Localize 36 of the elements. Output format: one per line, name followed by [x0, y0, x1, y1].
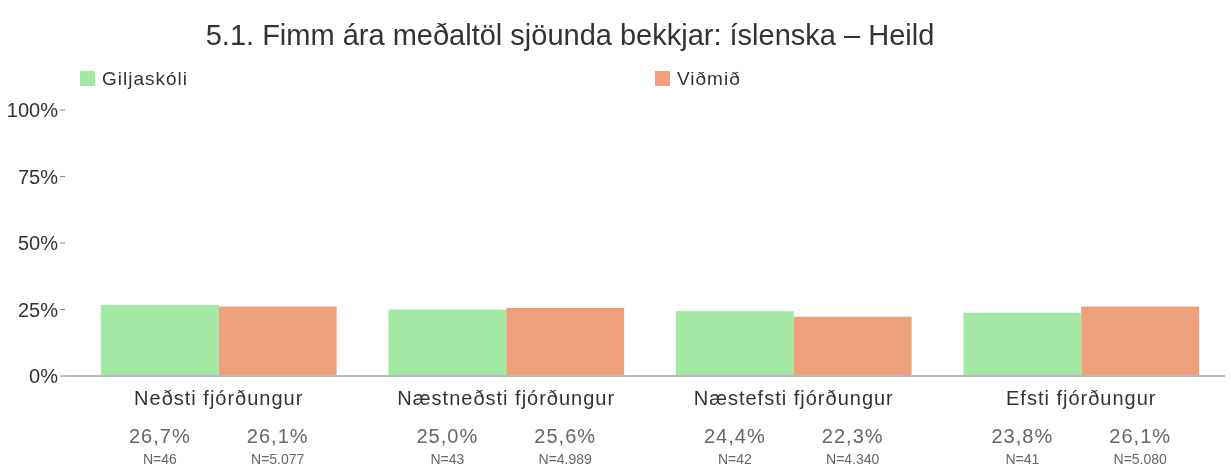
bar: [963, 312, 1082, 376]
y-tick-label: 50%: [17, 232, 59, 254]
y-tick-label: 100%: [6, 99, 59, 121]
data-label: 26,7%: [128, 425, 191, 447]
legend-label: Giljaskóli: [102, 68, 189, 89]
bar: [793, 316, 912, 376]
text: N=42: [717, 451, 752, 467]
x-tick-label: Neðsti fjórðungur: [134, 387, 304, 409]
y-tick-label: 0%: [29, 365, 59, 387]
x-tick-label: Efsti fjórðungur: [1005, 387, 1157, 409]
bar: [100, 304, 219, 376]
y-tick-label: 25%: [17, 298, 59, 321]
data-label: 24,4%: [703, 425, 766, 447]
data-label: 23,8%: [991, 425, 1054, 447]
x-tick-label: Næstefsti fjórðungur: [693, 387, 894, 409]
text: N=4.989: [538, 451, 593, 467]
data-label: 26,1%: [1109, 425, 1172, 447]
bar: [1081, 306, 1200, 376]
bar: [218, 306, 337, 376]
bar: [675, 311, 794, 376]
text: N=46: [142, 451, 177, 467]
text: N=5.080: [1113, 451, 1168, 467]
text: N=43: [430, 451, 465, 467]
chart-title: 5.1. Fimm ára meðaltöl sjöunda bekkjar: íslenska – Heild: [205, 19, 935, 51]
y-tick-label: 75%: [17, 165, 59, 188]
text: N=4.340: [826, 451, 880, 467]
bar: [506, 307, 625, 376]
text: N=5.077: [251, 451, 305, 467]
data-label: 25,6%: [534, 425, 597, 447]
bar: [388, 309, 507, 376]
legend-label: Viðmið: [677, 68, 741, 89]
data-label: 25,0%: [416, 425, 479, 447]
data-label: 22,3%: [821, 425, 884, 447]
x-tick-label: Næstneðsti fjórðungur: [397, 387, 616, 409]
data-label: 26,1%: [246, 425, 309, 447]
text: N=41: [1005, 451, 1040, 467]
